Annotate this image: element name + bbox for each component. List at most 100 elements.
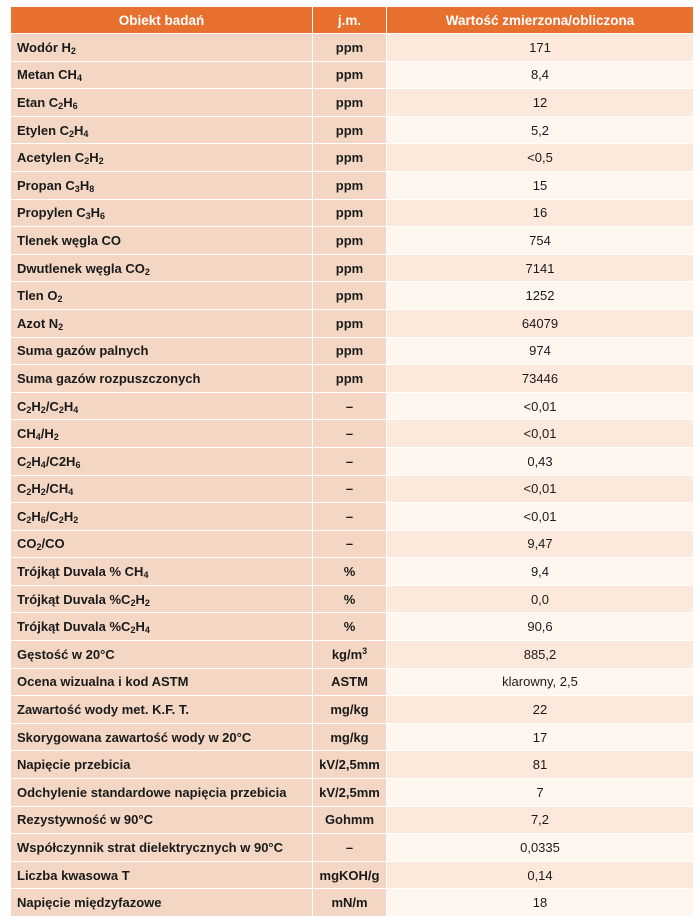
row-unit-text: ppm: [335, 39, 364, 55]
row-value: <0,5: [386, 143, 694, 172]
row-object-text: 2: [26, 487, 32, 498]
row-object: Odchylenie standardowe napięcia przebici…: [10, 778, 313, 807]
table-row: Ocena wizualna i kod ASTM ASTM klarowny, 2…: [10, 667, 694, 697]
row-object-text: 2: [57, 294, 63, 305]
row-object-text: 4: [83, 128, 89, 139]
row-value: 0,0335: [386, 833, 694, 862]
row-object: Napięcie międzyfazowe: [10, 888, 313, 917]
row-unit: –: [312, 502, 387, 531]
row-object: Dwutlenek węgla CO2: [10, 253, 313, 283]
row-unit-text: –: [345, 536, 354, 552]
row-object: Azot N2: [10, 308, 313, 338]
row-object: Tlenek węgla CO: [10, 226, 313, 255]
row-object-text: 4: [68, 487, 74, 498]
row-object-text: Dwutlenek węgla CO: [17, 260, 145, 276]
row-object-text: 2: [40, 404, 46, 415]
row-unit-text: –: [345, 453, 354, 469]
row-unit: –: [312, 529, 387, 559]
row-object: Gęstość w 20°C: [10, 640, 313, 669]
row-object: Metan CH4: [10, 60, 313, 90]
row-unit: ASTM: [312, 667, 387, 697]
row-unit-text: ppm: [335, 232, 364, 248]
row-unit-text: mN/m: [331, 895, 368, 911]
row-object-text: Etan C: [17, 94, 59, 110]
row-unit-text: ppm: [335, 370, 364, 386]
row-unit: mgKOH/g: [312, 860, 387, 890]
row-object-text: Skorygowana zawartość wody w 20°C: [17, 729, 252, 745]
row-value: 22: [386, 695, 694, 724]
row-unit: –: [312, 391, 387, 421]
table-row: Tlen O2 ppm 1252: [10, 281, 694, 310]
row-object-text: 2: [58, 100, 64, 111]
row-object-text: 2: [40, 487, 46, 498]
row-unit-text: %: [343, 564, 356, 580]
row-object: CO2/CO: [10, 529, 313, 559]
row-object-text: /C: [45, 508, 59, 524]
row-unit-text: ppm: [335, 177, 364, 193]
row-unit-text: %: [343, 591, 356, 607]
row-object: Współczynnik strat dielektrycznych w 90°…: [10, 833, 313, 862]
row-value: 8,4: [386, 60, 694, 90]
table-row: Propan C3H8 ppm 15: [10, 170, 694, 200]
row-unit-text: Gohmm: [324, 812, 375, 828]
row-object-text: H: [135, 619, 145, 635]
table-row: CH4/H2 – <0,01: [10, 419, 694, 448]
row-object-text: Etylen C: [17, 122, 70, 138]
row-unit: ppm: [312, 336, 387, 366]
results-table: Obiekt badań j.m. Wartość zmierzona/obli…: [10, 6, 694, 917]
row-object-text: 2: [70, 45, 76, 56]
row-unit: mg/kg: [312, 695, 387, 724]
row-unit-text: kV/2,5mm: [319, 757, 380, 773]
row-object-text: Suma gazów palnych: [17, 343, 149, 359]
row-object: C2H6/C2H2: [10, 502, 313, 531]
row-value: 7141: [386, 253, 694, 283]
row-unit-text: ppm: [335, 94, 364, 110]
row-unit: kV/2,5mm: [312, 778, 387, 807]
row-value: 64079: [386, 308, 694, 338]
row-object-text: 2: [36, 542, 42, 553]
row-unit-text: 3: [362, 645, 368, 656]
table-row: Liczba kwasowa T mgKOH/g 0,14: [10, 860, 694, 890]
row-unit-text: kV/2,5mm: [319, 784, 380, 800]
row-unit: –: [312, 833, 387, 862]
row-unit-text: ppm: [335, 288, 364, 304]
row-object-text: Współczynnik strat dielektrycznych w 90°…: [17, 840, 284, 856]
row-object-text: Napięcie przebicia: [17, 757, 131, 773]
row-object-text: 2: [73, 514, 79, 525]
row-object-text: Trójkąt Duvala % CH: [17, 564, 144, 580]
table-row: Etylen C2H4 ppm 5,2: [10, 115, 694, 145]
row-unit-text: mg/kg: [330, 729, 369, 745]
row-value: 17: [386, 722, 694, 752]
table-row: Wodór H2 ppm 171: [10, 33, 694, 62]
row-object-text: CO: [17, 536, 37, 552]
row-object-text: 2: [98, 156, 104, 167]
table-row: Skorygowana zawartość wody w 20°C mg/kg 17: [10, 722, 694, 752]
row-value: 18: [386, 888, 694, 917]
table-row: Suma gazów palnych ppm 974: [10, 336, 694, 366]
table-row: Rezystywność w 90°C Gohmm 7,2: [10, 805, 694, 835]
row-object-text: H: [74, 122, 84, 138]
row-object: Tlen O2: [10, 281, 313, 310]
row-unit-text: ppm: [335, 205, 364, 221]
row-object-text: /CH: [45, 481, 69, 497]
row-unit: ppm: [312, 88, 387, 117]
row-object: Propan C3H8: [10, 170, 313, 200]
table-row: Metan CH4 ppm 8,4: [10, 60, 694, 90]
row-object-text: Zawartość wody met. K.F. T.: [17, 702, 189, 718]
row-object-text: Trójkąt Duvala %C: [17, 591, 131, 607]
row-object-text: 4: [144, 625, 150, 636]
row-object-text: /CO: [41, 536, 65, 552]
row-unit: ppm: [312, 115, 387, 145]
row-value: klarowny, 2,5: [386, 667, 694, 697]
row-object-text: Azot N: [17, 315, 59, 331]
table-row: C2H2/C2H4– <0,01: [10, 391, 694, 421]
row-object: C2H2/CH4: [10, 474, 313, 504]
row-object-text: 2: [58, 321, 64, 332]
row-unit: ppm: [312, 308, 387, 338]
row-object-text: Tlen O: [17, 288, 58, 304]
table-row: Etan C2H6 ppm 12: [10, 88, 694, 117]
row-value: <0,01: [386, 419, 694, 448]
row-object: Ocena wizualna i kod ASTM: [10, 667, 313, 697]
row-object: Napięcie przebicia: [10, 750, 313, 780]
row-unit-text: ppm: [335, 67, 364, 83]
